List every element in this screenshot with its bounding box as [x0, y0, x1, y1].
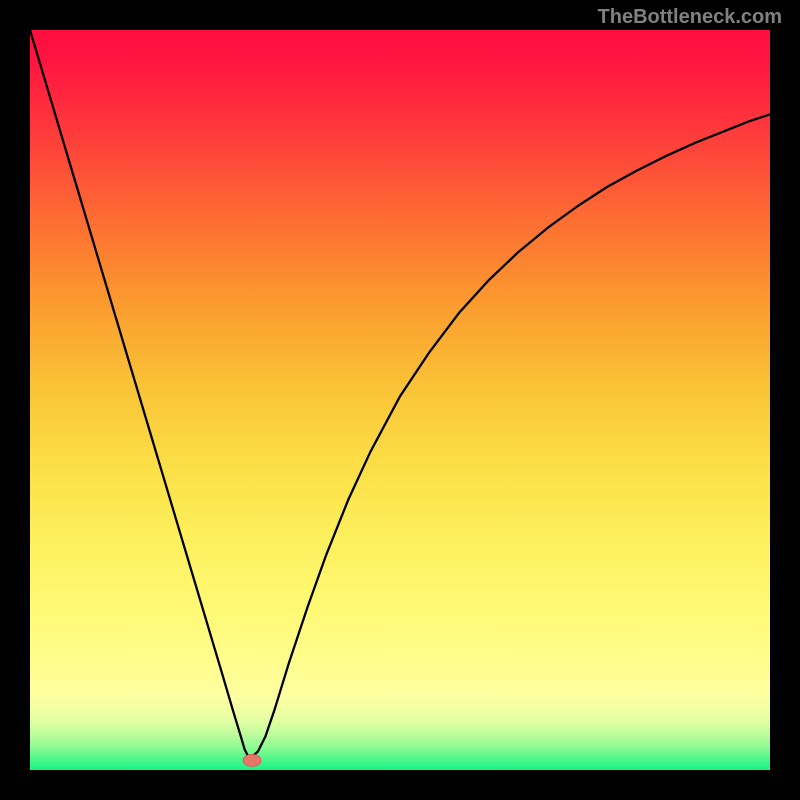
bottleneck-chart	[0, 0, 800, 800]
minimum-marker	[243, 754, 261, 766]
chart-container: TheBottleneck.com	[0, 0, 800, 800]
watermark-text: TheBottleneck.com	[598, 6, 782, 29]
